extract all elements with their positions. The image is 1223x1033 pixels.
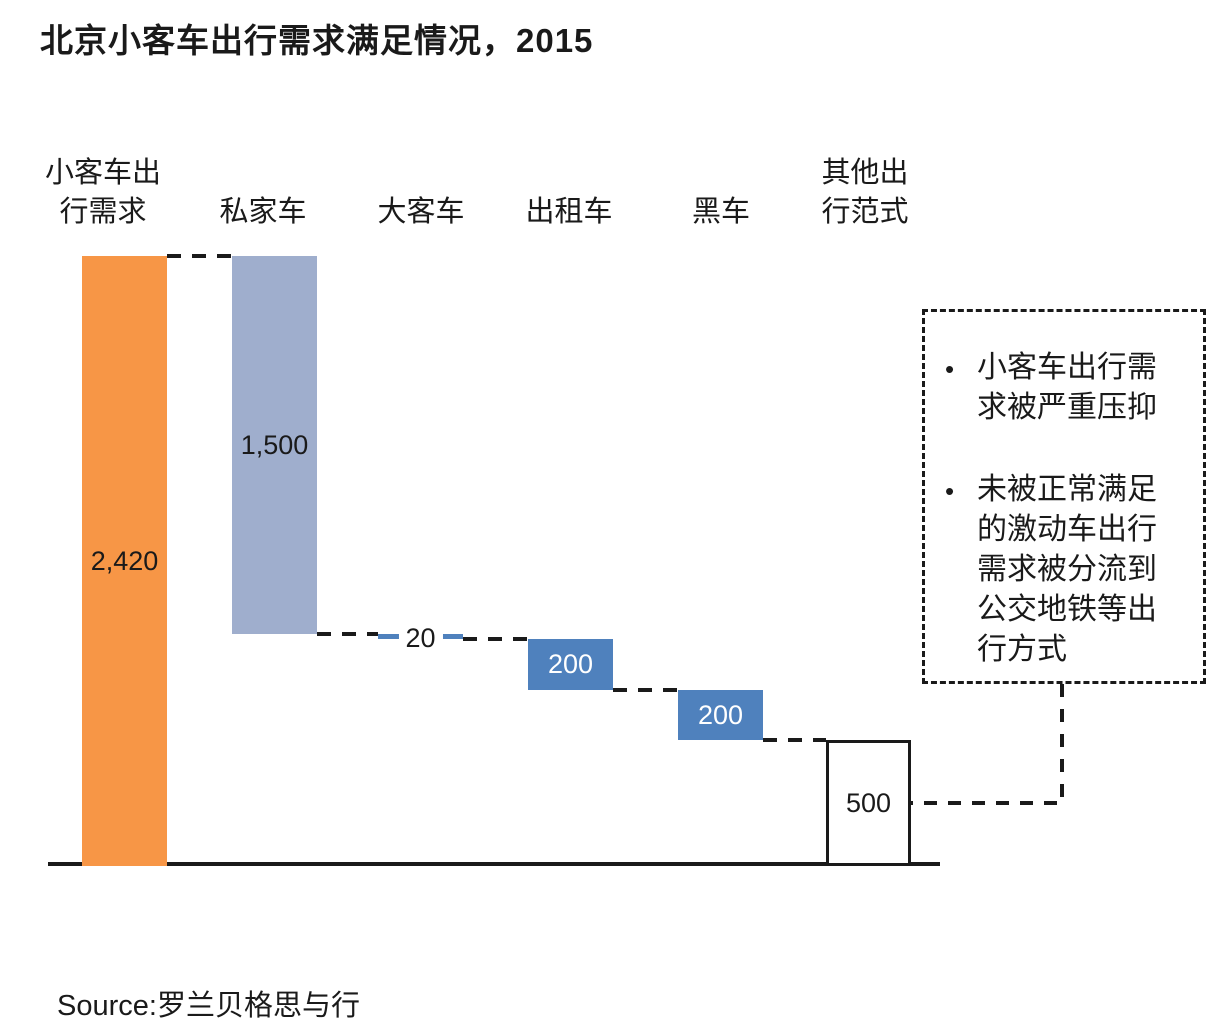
bullet-dot: • xyxy=(945,354,955,384)
waterfall-bar-private-car xyxy=(232,256,317,634)
column-header-taxi: 出租车 xyxy=(525,196,613,228)
callout-connector-vertical xyxy=(1060,684,1064,803)
bar-value-label: 20 xyxy=(398,621,443,655)
source-text: Source:罗兰贝格思与行 xyxy=(57,990,360,1022)
annotation-bullet-2-text: 未被正常满足 的激动车出行 需求被分流到 公交地铁等出 行方式 xyxy=(977,473,1157,666)
waterfall-connector xyxy=(317,632,378,636)
waterfall-bar-total-demand xyxy=(82,256,167,866)
annotation-box: • 小客车出行需 求被严重压抑 • 未被正常满足 的激动车出行 需求被分流到 公… xyxy=(922,309,1206,684)
annotation-bullet-2: • 未被正常满足 的激动车出行 需求被分流到 公交地铁等出 行方式 xyxy=(945,470,1189,670)
column-header-bus: 大客车 xyxy=(377,196,465,228)
column-header-other-modes: 其他出 行范式 xyxy=(821,157,909,228)
x-axis-line xyxy=(48,862,940,866)
bar-value-label: 1,500 xyxy=(240,429,309,460)
waterfall-bar-other-modes xyxy=(826,740,911,866)
waterfall-bar-taxi xyxy=(528,639,613,690)
bullet-dot: • xyxy=(945,476,955,506)
annotation-bullet-1-text: 小客车出行需 求被严重压抑 xyxy=(977,351,1157,424)
chart-title: 北京小客车出行需求满足情况，2015 xyxy=(40,22,594,59)
column-header-illegal-taxi: 黑车 xyxy=(691,196,750,228)
waterfall-connector xyxy=(167,254,232,258)
waterfall-connector xyxy=(763,738,826,742)
callout-connector-horizontal xyxy=(900,801,1064,805)
bar-value-label: 200 xyxy=(547,649,594,679)
waterfall-connector xyxy=(613,688,678,692)
bar-value-label: 200 xyxy=(697,699,744,730)
waterfall-connector xyxy=(463,637,528,641)
bar-value-label: 500 xyxy=(845,787,892,818)
column-header-private-car: 私家车 xyxy=(219,196,307,228)
waterfall-bar-illegal-taxi xyxy=(678,690,763,740)
bar-value-label: 2,420 xyxy=(90,545,159,576)
column-header-total-demand: 小客车出 行需求 xyxy=(44,157,161,228)
annotation-bullet-1: • 小客车出行需 求被严重压抑 xyxy=(945,348,1189,428)
